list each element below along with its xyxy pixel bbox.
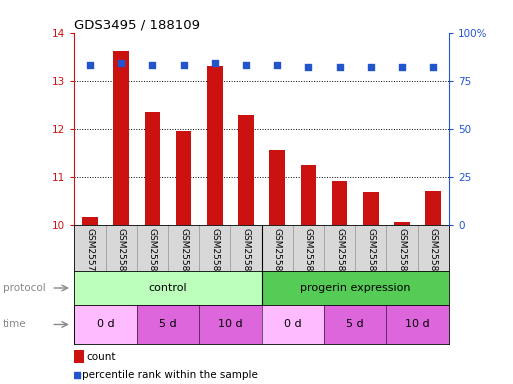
Text: percentile rank within the sample: percentile rank within the sample xyxy=(82,370,258,380)
Point xyxy=(336,64,344,70)
Bar xyxy=(176,131,191,225)
Text: GSM255807: GSM255807 xyxy=(148,228,157,283)
Bar xyxy=(113,51,129,225)
Bar xyxy=(145,112,160,225)
Text: GSM255808: GSM255808 xyxy=(179,228,188,283)
Text: GSM255834: GSM255834 xyxy=(429,228,438,283)
Bar xyxy=(324,305,386,344)
Text: progerin expression: progerin expression xyxy=(300,283,410,293)
Bar xyxy=(82,217,98,225)
Text: 5 d: 5 d xyxy=(346,319,364,329)
Text: GSM255830: GSM255830 xyxy=(304,228,313,283)
Text: 0 d: 0 d xyxy=(284,319,302,329)
Point xyxy=(148,62,156,68)
Bar xyxy=(262,271,449,305)
Bar xyxy=(332,182,347,225)
Text: 10 d: 10 d xyxy=(218,319,243,329)
Text: time: time xyxy=(3,319,26,329)
Bar xyxy=(269,150,285,225)
Point xyxy=(73,372,82,378)
Text: count: count xyxy=(87,352,116,362)
Point xyxy=(242,62,250,68)
Bar xyxy=(425,191,441,225)
Text: 5 d: 5 d xyxy=(159,319,177,329)
Point xyxy=(398,64,406,70)
Text: 0 d: 0 d xyxy=(97,319,114,329)
Text: GSM255809: GSM255809 xyxy=(210,228,220,283)
Text: GSM255829: GSM255829 xyxy=(273,228,282,283)
Bar xyxy=(199,305,262,344)
Bar xyxy=(386,305,449,344)
Bar xyxy=(137,305,199,344)
Bar xyxy=(74,305,137,344)
Bar xyxy=(207,66,223,225)
Text: GSM255831: GSM255831 xyxy=(335,228,344,283)
Bar xyxy=(262,305,324,344)
Point xyxy=(180,62,188,68)
Bar xyxy=(363,192,379,225)
Point xyxy=(211,60,219,66)
Point xyxy=(429,64,438,70)
Bar xyxy=(301,165,316,225)
Text: GDS3495 / 188109: GDS3495 / 188109 xyxy=(74,18,201,31)
Text: protocol: protocol xyxy=(3,283,45,293)
Bar xyxy=(74,271,262,305)
Point xyxy=(273,62,281,68)
Text: GSM255828: GSM255828 xyxy=(242,228,250,283)
Point xyxy=(304,64,312,70)
Text: GSM255833: GSM255833 xyxy=(398,228,407,283)
Point xyxy=(117,60,125,66)
Point xyxy=(86,62,94,68)
Text: GSM255774: GSM255774 xyxy=(86,228,94,283)
Text: GSM255832: GSM255832 xyxy=(366,228,376,283)
Bar xyxy=(238,115,254,225)
Text: control: control xyxy=(149,283,187,293)
Text: 10 d: 10 d xyxy=(405,319,430,329)
Text: GSM255806: GSM255806 xyxy=(116,228,126,283)
Point xyxy=(367,64,375,70)
Bar xyxy=(394,222,410,225)
